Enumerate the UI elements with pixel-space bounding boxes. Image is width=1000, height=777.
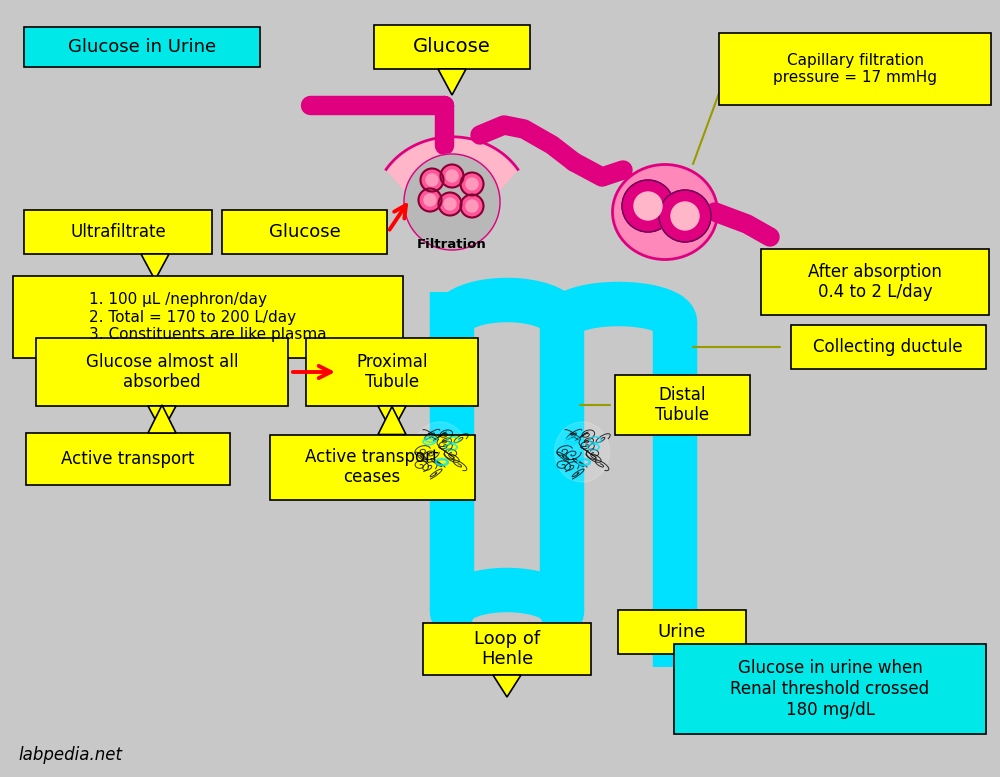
Circle shape — [440, 165, 464, 187]
Text: Loop of
Henle: Loop of Henle — [474, 629, 540, 668]
FancyBboxPatch shape — [26, 433, 230, 485]
Text: Glucose: Glucose — [269, 223, 341, 241]
Text: Proximal
Tubule: Proximal Tubule — [356, 353, 428, 392]
Circle shape — [659, 190, 711, 242]
Polygon shape — [378, 406, 406, 434]
FancyBboxPatch shape — [36, 338, 288, 406]
Ellipse shape — [612, 165, 718, 260]
FancyBboxPatch shape — [618, 610, 746, 654]
Polygon shape — [386, 137, 518, 193]
Circle shape — [671, 202, 699, 230]
FancyBboxPatch shape — [674, 644, 986, 734]
Circle shape — [404, 154, 500, 250]
FancyBboxPatch shape — [222, 210, 387, 254]
FancyBboxPatch shape — [270, 434, 475, 500]
Polygon shape — [140, 281, 170, 303]
Text: Collecting ductule: Collecting ductule — [813, 338, 963, 356]
Ellipse shape — [554, 422, 610, 482]
Text: Glucose in Urine: Glucose in Urine — [68, 38, 216, 56]
Polygon shape — [148, 405, 176, 433]
FancyBboxPatch shape — [791, 325, 986, 369]
Text: Glucose in urine when
Renal threshold crossed
180 mg/dL: Glucose in urine when Renal threshold cr… — [730, 659, 930, 719]
Polygon shape — [438, 69, 466, 95]
FancyBboxPatch shape — [374, 25, 530, 69]
Polygon shape — [493, 675, 521, 697]
Polygon shape — [378, 406, 406, 432]
Text: Ultrafiltrate: Ultrafiltrate — [70, 223, 166, 241]
Text: Filtration: Filtration — [417, 239, 487, 252]
FancyBboxPatch shape — [761, 249, 989, 315]
Text: Urine: Urine — [658, 623, 706, 641]
Circle shape — [444, 198, 456, 210]
Circle shape — [424, 194, 436, 206]
Text: labpedia.net: labpedia.net — [18, 746, 122, 764]
FancyBboxPatch shape — [423, 623, 591, 675]
Polygon shape — [141, 254, 169, 280]
Circle shape — [420, 169, 444, 191]
Circle shape — [418, 189, 442, 211]
Circle shape — [622, 180, 674, 232]
Text: Active transport
ceases: Active transport ceases — [305, 448, 439, 486]
Circle shape — [466, 178, 478, 190]
FancyBboxPatch shape — [306, 338, 478, 406]
Text: After absorption
0.4 to 2 L/day: After absorption 0.4 to 2 L/day — [808, 263, 942, 301]
Text: Glucose: Glucose — [413, 37, 491, 57]
Circle shape — [634, 192, 662, 220]
FancyBboxPatch shape — [24, 210, 212, 254]
Circle shape — [466, 200, 478, 212]
FancyBboxPatch shape — [24, 27, 260, 67]
FancyBboxPatch shape — [719, 33, 991, 105]
Circle shape — [446, 170, 458, 182]
Circle shape — [438, 193, 462, 215]
Circle shape — [426, 174, 438, 186]
Text: Distal
Tubule: Distal Tubule — [655, 385, 709, 424]
Polygon shape — [148, 406, 176, 432]
Circle shape — [460, 194, 484, 218]
FancyBboxPatch shape — [614, 375, 750, 435]
Text: 1. 100 μL /nephron/day
2. Total = 170 to 200 L/day
3. Constituents are like plas: 1. 100 μL /nephron/day 2. Total = 170 to… — [89, 292, 327, 342]
FancyBboxPatch shape — [13, 276, 403, 358]
Text: Capillary filtration
pressure = 17 mmHg: Capillary filtration pressure = 17 mmHg — [773, 53, 937, 85]
Text: Active transport: Active transport — [61, 450, 195, 468]
Ellipse shape — [412, 422, 468, 482]
Circle shape — [460, 172, 484, 196]
Text: Glucose almost all
absorbed: Glucose almost all absorbed — [86, 353, 238, 392]
